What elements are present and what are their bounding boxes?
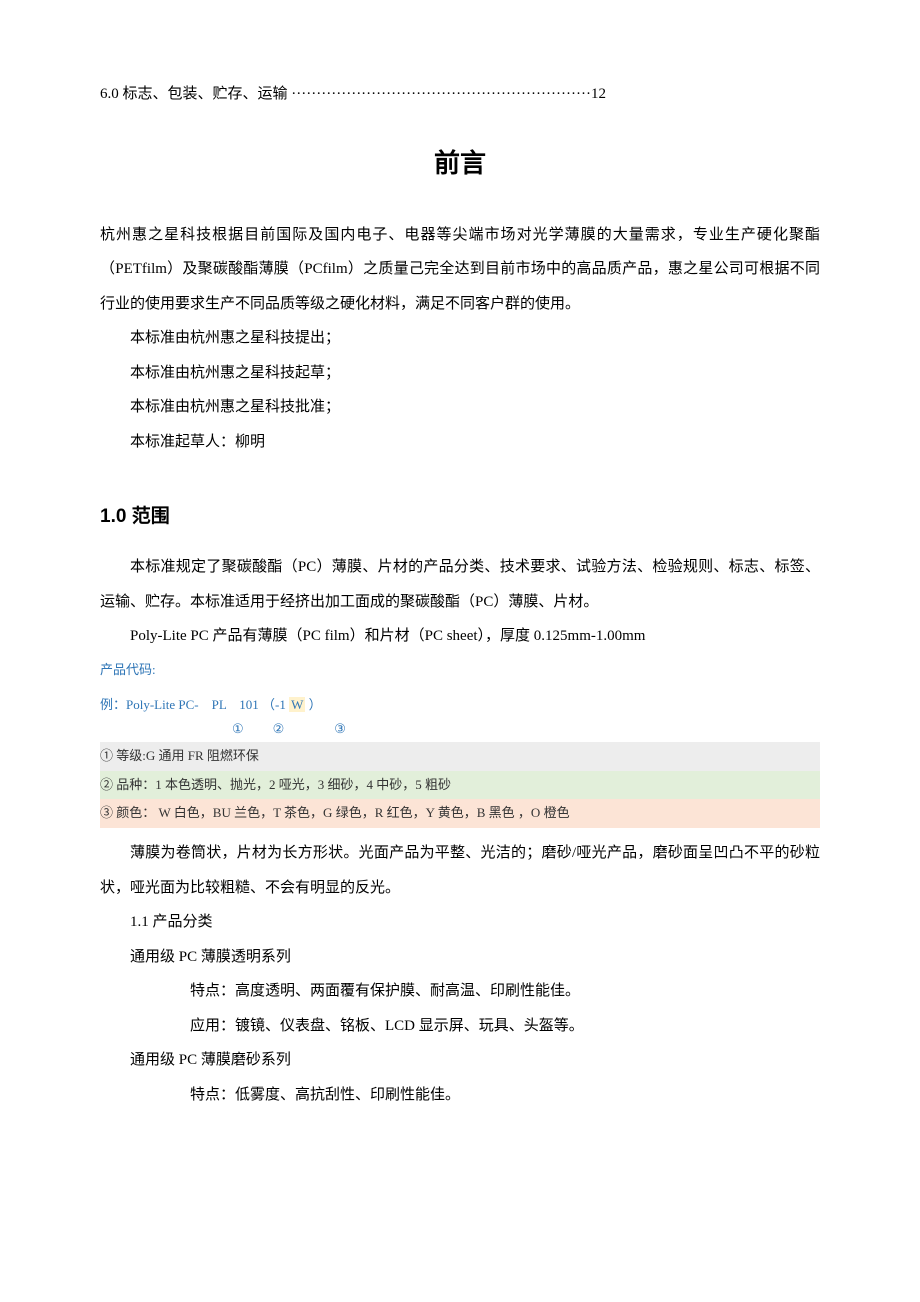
product-code-markers: ① ② ③	[232, 717, 820, 742]
series-transparent-applications: 应用：镀镜、仪表盘、铭板、LCD 显示屏、玩具、头盔等。	[190, 1009, 820, 1044]
series-transparent-features: 特点：高度透明、两面覆有保护膜、耐高温、印刷性能佳。	[190, 974, 820, 1009]
legend-variety: ② 品种：1 本色透明、抛光，2 哑光，3 细砂，4 中砂，5 粗砂	[100, 771, 820, 800]
intro-paragraph: 杭州惠之星科技根据目前国际及国内电子、电器等尖端市场对光学薄膜的大量需求，专业生…	[100, 218, 820, 322]
product-code-example: 例：Poly-Lite PC- PL 101 （-1 W ）	[100, 693, 820, 718]
toc-line-6: 6.0 标志、包装、贮存、运输 ························…	[100, 80, 820, 109]
preface-title: 前言	[100, 139, 820, 188]
series-transparent-name: 通用级 PC 薄膜透明系列	[130, 940, 820, 975]
section-1-para-3: 薄膜为卷筒状，片材为长方形状。光面产品为平整、光洁的；磨砂/哑光产品，磨砂面呈凹…	[100, 836, 820, 905]
legend-grade: ① 等级:G 通用 FR 阻燃环保	[100, 742, 820, 771]
section-1-para-2: Poly-Lite PC 产品有薄膜（PC film）和片材（PC sheet）…	[100, 619, 820, 654]
series-frosted-features: 特点：低雾度、高抗刮性、印刷性能佳。	[190, 1078, 820, 1113]
intro-drafted-by: 本标准由杭州惠之星科技起草；	[130, 356, 820, 391]
code-example-prefix: 例：Poly-Lite PC- PL 101 （-1	[100, 697, 289, 712]
code-example-suffix: ）	[305, 697, 321, 712]
intro-drafter: 本标准起草人：柳明	[130, 425, 820, 460]
intro-approved-by: 本标准由杭州惠之星科技批准；	[130, 390, 820, 425]
section-1-heading: 1.0 范围	[100, 499, 820, 535]
legend-color: ③ 颜色： W 白色，BU 兰色，T 茶色，G 绿色，R 红色，Y 黄色，B 黑…	[100, 799, 820, 828]
series-frosted-name: 通用级 PC 薄膜磨砂系列	[130, 1043, 820, 1078]
section-1-para-1: 本标准规定了聚碳酸酯（PC）薄膜、片材的产品分类、技术要求、试验方法、检验规则、…	[100, 550, 820, 619]
product-code-label: 产品代码:	[100, 658, 820, 683]
code-example-w-highlight: W	[289, 697, 305, 712]
subsection-1-1: 1.1 产品分类	[130, 905, 820, 940]
intro-proposed-by: 本标准由杭州惠之星科技提出；	[130, 321, 820, 356]
